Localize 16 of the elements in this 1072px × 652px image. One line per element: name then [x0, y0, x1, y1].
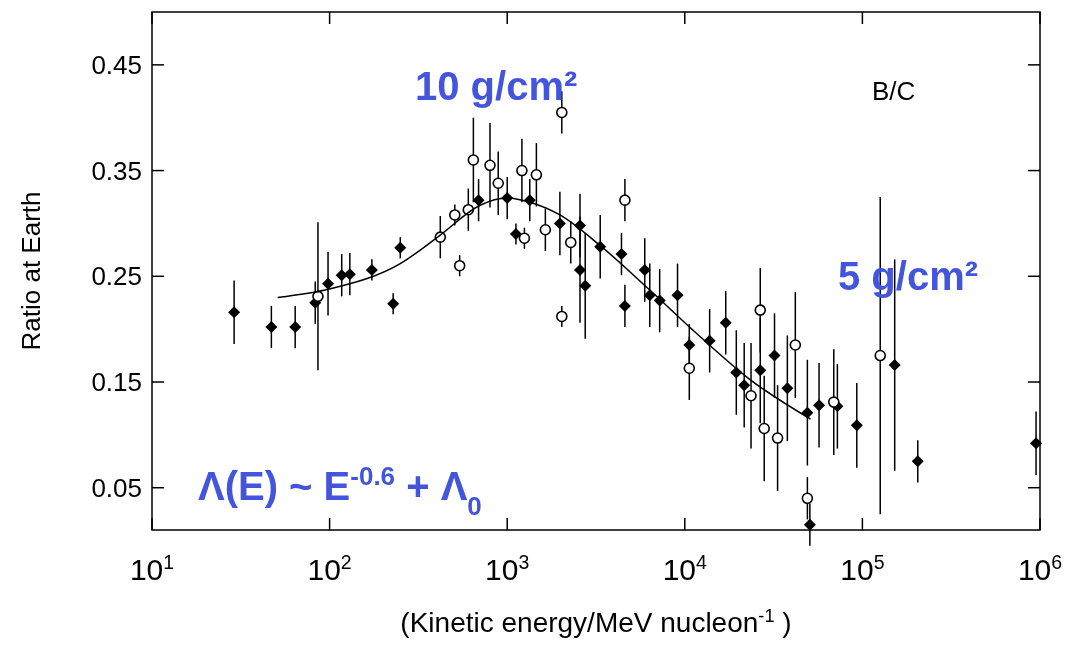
annotation: Λ(E) ~ E$^{-0.6}$ + Λ$_{0}$: [198, 461, 482, 521]
x-tick-label: 10$^{6}$: [1017, 551, 1063, 586]
x-tick-label: 10$^{5}$: [840, 551, 885, 586]
annotation: B/C: [872, 76, 916, 106]
y-axis-title: Ratio at Earth: [16, 191, 46, 351]
y-tick-label: 0.15: [91, 367, 142, 398]
y-tick-label: 0.45: [91, 49, 142, 80]
x-tick-label: 10$^{2}$: [307, 551, 352, 586]
x-tick-label: 10$^{3}$: [485, 551, 530, 586]
x-tick-label: 10$^{4}$: [662, 551, 708, 586]
x-tick-label: 10$^{1}$: [129, 551, 175, 586]
annotation: 10 g/cm²: [415, 64, 578, 108]
y-tick-label: 0.35: [91, 155, 142, 186]
y-tick-label: 0.05: [91, 472, 142, 503]
x-axis-title: (Kinetic energy/MeV nucleon$^{-1}$): [400, 606, 792, 638]
y-tick-label: 0.25: [91, 261, 142, 292]
